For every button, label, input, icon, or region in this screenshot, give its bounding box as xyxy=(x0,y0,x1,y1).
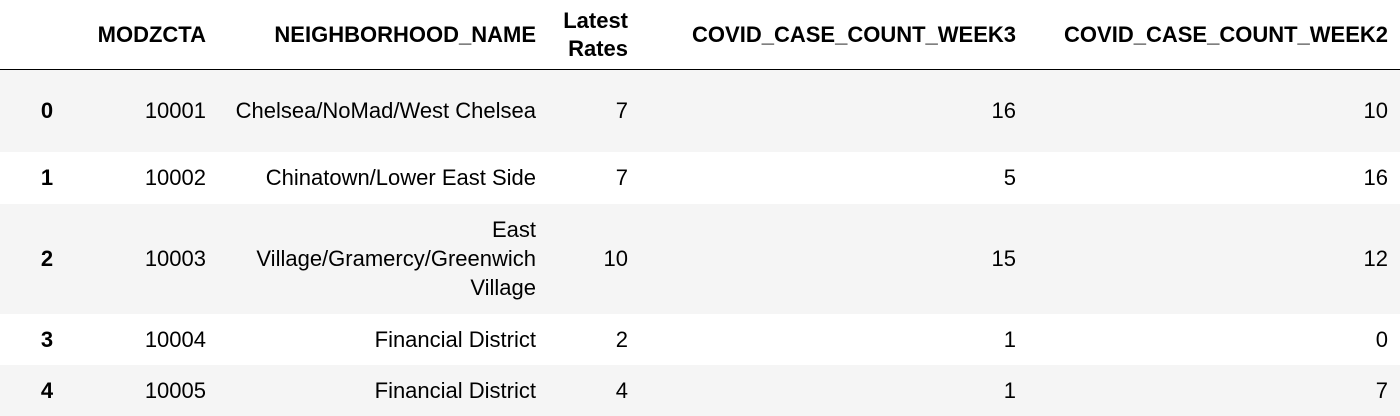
cell-covid-week3: 16 xyxy=(991,98,1016,124)
cell-covid-week2: 16 xyxy=(1363,165,1388,190)
cell-covid-week3: 15 xyxy=(991,246,1016,271)
cell-modzcta: 10001 xyxy=(144,98,206,124)
cell-neighborhood-name: Financial District xyxy=(374,326,536,352)
cell-neighborhood-name: Chinatown/Lower East Side xyxy=(265,165,536,190)
cell-latest-rates: 4 xyxy=(615,377,628,403)
row-index: 0 xyxy=(40,98,54,124)
cell-latest-rates: 7 xyxy=(615,165,628,190)
header-neighborhood-name: NEIGHBORHOOD_NAME xyxy=(218,0,548,70)
cell-covid-week3: 5 xyxy=(1003,165,1016,190)
header-modzcta: MODZCTA xyxy=(74,0,218,70)
cell-covid-week3: 1 xyxy=(1003,326,1016,352)
cell-covid-week2: 10 xyxy=(1363,98,1388,124)
table-row: 4 10005 Financial District 4 1 7 xyxy=(0,364,1400,416)
row-index: 4 xyxy=(40,377,54,403)
row-index: 3 xyxy=(40,326,54,352)
cell-covid-week2: 0 xyxy=(1375,326,1388,352)
table-body: 0 10001 Chelsea/NoMad/West Chelsea 7 16 … xyxy=(0,69,1400,416)
table-header: MODZCTA NEIGHBORHOOD_NAME Latest Rates CO… xyxy=(0,0,1400,70)
cell-modzcta: 10005 xyxy=(144,377,206,403)
cell-latest-rates: 2 xyxy=(615,326,628,352)
header-covid-week2: COVID_CASE_COUNT_WEEK2 xyxy=(1028,0,1400,70)
header-covid-week3: COVID_CASE_COUNT_WEEK3 xyxy=(640,0,1028,70)
header-row: MODZCTA NEIGHBORHOOD_NAME Latest Rates CO… xyxy=(0,0,1400,70)
cell-modzcta: 10004 xyxy=(144,326,206,352)
table-row: 2 10003 East Village/Gramercy/Greenwich … xyxy=(0,203,1400,314)
table-row: 0 10001 Chelsea/NoMad/West Chelsea 7 16 … xyxy=(0,69,1400,152)
cell-covid-week2: 12 xyxy=(1363,246,1388,271)
header-latest-rates: Latest Rates xyxy=(548,0,640,70)
header-latest-rates-line1: Latest xyxy=(563,7,628,33)
table-row: 1 10002 Chinatown/Lower East Side 7 5 16 xyxy=(0,151,1400,204)
header-index xyxy=(0,0,74,70)
cell-neighborhood-name: Chelsea/NoMad/West Chelsea xyxy=(235,98,536,124)
cell-latest-rates: 10 xyxy=(603,246,628,271)
cell-neighborhood-name: Financial District xyxy=(374,377,536,403)
cell-neighborhood-name: East Village/Gramercy/Greenwich Village xyxy=(256,217,536,300)
cell-modzcta: 10002 xyxy=(144,165,206,190)
cell-covid-week3: 1 xyxy=(1003,377,1016,403)
cell-latest-rates: 7 xyxy=(615,98,628,124)
row-index: 2 xyxy=(40,246,54,271)
row-index: 1 xyxy=(40,165,54,190)
header-latest-rates-line2: Rates xyxy=(568,35,628,61)
cell-covid-week2: 7 xyxy=(1375,377,1388,403)
table-row: 3 10004 Financial District 2 1 0 xyxy=(0,313,1400,365)
cell-modzcta: 10003 xyxy=(144,246,206,271)
